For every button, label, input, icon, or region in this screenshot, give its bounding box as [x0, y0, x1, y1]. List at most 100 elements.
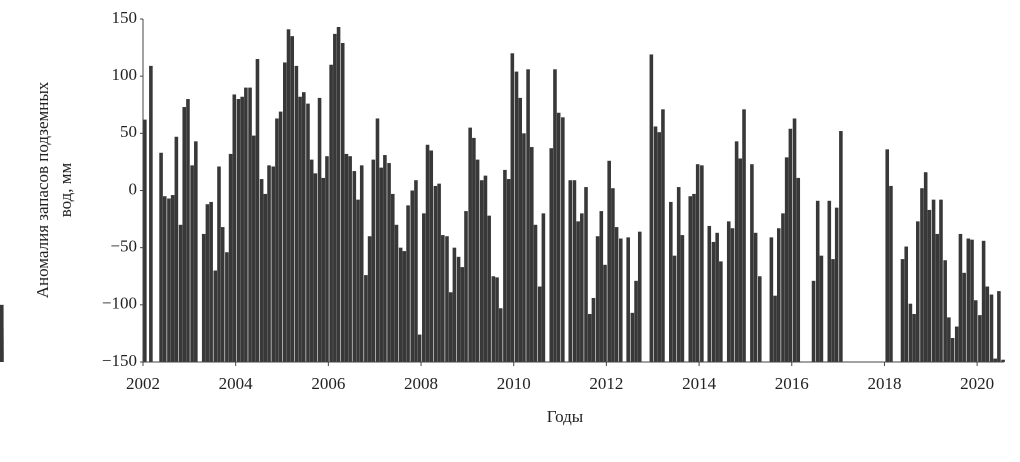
- bar: [649, 54, 654, 363]
- bar: [503, 169, 507, 362]
- bar: [336, 27, 341, 363]
- bar: [344, 153, 349, 362]
- x-axis-label: Годы: [547, 407, 584, 426]
- bar: [831, 259, 835, 362]
- bar: [248, 87, 252, 362]
- bar: [259, 179, 264, 362]
- bar: [472, 137, 476, 362]
- bar: [591, 297, 596, 362]
- bar: [692, 193, 696, 362]
- bar: [726, 221, 731, 362]
- bar: [390, 193, 395, 362]
- bar: [306, 103, 310, 363]
- bar: [607, 160, 611, 362]
- bar: [738, 158, 743, 362]
- bar: [170, 195, 175, 362]
- bar: [730, 228, 735, 362]
- bar: [989, 294, 994, 362]
- bar: [333, 33, 337, 362]
- bar: [916, 221, 920, 362]
- bar: [618, 238, 623, 362]
- bar: [294, 65, 299, 363]
- bar: [981, 240, 986, 362]
- bar: [236, 99, 241, 363]
- bar: [402, 251, 407, 362]
- bar: [595, 236, 600, 362]
- bar: [167, 198, 171, 362]
- bar: [321, 177, 326, 362]
- bar: [433, 185, 438, 362]
- bar: [298, 96, 302, 362]
- bar: [0, 339, 4, 362]
- bar: [417, 334, 422, 362]
- bar: [495, 277, 499, 362]
- bar: [993, 358, 997, 362]
- bar: [792, 118, 797, 362]
- bar: [734, 141, 739, 362]
- bar: [950, 337, 955, 362]
- bar: [186, 99, 190, 363]
- bar: [379, 167, 383, 362]
- bar: [201, 233, 206, 362]
- bar: [240, 96, 244, 362]
- bar: [217, 166, 221, 362]
- bar: [549, 148, 554, 362]
- bar: [529, 147, 534, 362]
- bar: [340, 43, 345, 362]
- bar: [445, 236, 449, 362]
- bar: [626, 237, 630, 362]
- bar: [375, 118, 380, 362]
- bar: [182, 107, 187, 362]
- x-tick-label: 2008: [404, 374, 438, 393]
- bar: [267, 165, 271, 362]
- bar: [707, 225, 712, 362]
- bar: [580, 213, 584, 362]
- bar: [939, 199, 943, 362]
- bar: [479, 180, 484, 362]
- bar: [815, 200, 820, 362]
- bar: [371, 159, 376, 362]
- bar: [715, 232, 719, 362]
- bar: [672, 255, 677, 362]
- bar: [174, 136, 179, 362]
- bar: [364, 275, 368, 362]
- y-tick-label: −50: [110, 237, 137, 256]
- bar: [317, 97, 322, 362]
- bar: [271, 166, 276, 362]
- bar: [387, 163, 391, 362]
- bar: [657, 132, 662, 362]
- bar: [537, 286, 542, 362]
- bar: [309, 159, 314, 362]
- bar: [452, 247, 457, 362]
- y-tick-label: 150: [112, 8, 138, 27]
- bar: [383, 155, 387, 362]
- bar: [927, 209, 932, 362]
- bar: [278, 111, 283, 362]
- y-tick-label: −100: [102, 294, 137, 313]
- bar: [954, 326, 959, 362]
- bar: [220, 227, 225, 362]
- bar: [0, 350, 4, 362]
- bar: [533, 224, 538, 362]
- bar: [359, 165, 364, 362]
- bar: [908, 303, 913, 362]
- bar: [742, 109, 746, 362]
- bar: [599, 211, 604, 362]
- bar: [769, 237, 774, 362]
- bar: [904, 246, 909, 362]
- bar: [263, 193, 268, 362]
- bar: [398, 247, 403, 362]
- bar: [460, 267, 465, 362]
- bar: [750, 164, 754, 362]
- bar: [475, 159, 480, 362]
- bar: [688, 196, 693, 362]
- bar: [781, 213, 785, 362]
- bar: [561, 117, 565, 363]
- bar: [885, 149, 890, 362]
- bar: [556, 112, 561, 363]
- bar: [614, 227, 619, 362]
- y-tick-label: 0: [129, 179, 138, 198]
- bar: [228, 153, 233, 362]
- bar: [149, 65, 153, 363]
